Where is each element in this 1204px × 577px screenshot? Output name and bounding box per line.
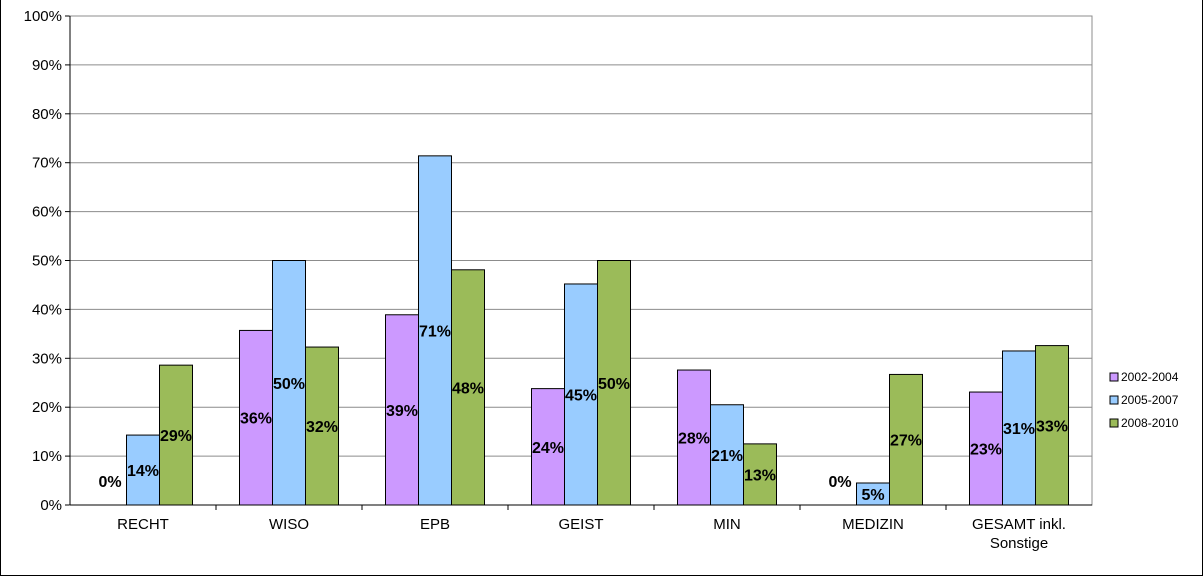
data-label: 28% xyxy=(678,431,710,448)
y-tick-label: 60% xyxy=(32,204,62,221)
bar xyxy=(305,346,339,506)
data-label: 48% xyxy=(452,380,484,397)
data-label: 0% xyxy=(98,474,121,491)
data-label: 21% xyxy=(711,448,743,465)
legend-label: 2008-2010 xyxy=(1121,416,1179,430)
data-label: 24% xyxy=(532,440,564,457)
bar xyxy=(743,443,777,506)
data-label: 33% xyxy=(1036,418,1068,435)
legend-label: 2002-2004 xyxy=(1121,370,1179,384)
category-label: RECHT xyxy=(117,516,169,533)
legend-swatch xyxy=(1109,395,1119,405)
bar xyxy=(564,283,598,506)
category-label: MEDIZIN xyxy=(842,516,904,533)
category-label: GEIST xyxy=(558,516,603,533)
y-tick-label: 30% xyxy=(32,350,62,367)
data-label: 50% xyxy=(273,376,305,393)
bar xyxy=(239,329,273,506)
bar xyxy=(531,388,565,506)
data-label: 13% xyxy=(744,467,776,484)
y-tick-label: 40% xyxy=(32,301,62,318)
y-tick-label: 80% xyxy=(32,106,62,123)
bar xyxy=(451,269,485,506)
data-label: 71% xyxy=(419,323,451,340)
y-tick-label: 50% xyxy=(32,253,62,270)
y-tick-label: 10% xyxy=(32,448,62,465)
category-label: EPB xyxy=(420,516,450,533)
category-label: GESAMT inkl. xyxy=(972,516,1066,533)
bar xyxy=(597,260,631,506)
bar xyxy=(385,314,419,506)
bar xyxy=(1002,350,1036,506)
bar xyxy=(272,260,306,506)
data-label: 31% xyxy=(1003,421,1035,438)
data-label: 32% xyxy=(306,419,338,436)
bar xyxy=(418,155,452,506)
legend-swatch xyxy=(1109,418,1119,428)
category-label: Sonstige xyxy=(990,535,1048,552)
y-tick-label: 90% xyxy=(32,57,62,74)
legend-label: 2005-2007 xyxy=(1121,393,1179,407)
data-label: 23% xyxy=(970,442,1002,459)
bar xyxy=(889,373,923,506)
bar xyxy=(159,364,193,506)
data-label: 50% xyxy=(598,376,630,393)
y-tick-label: 20% xyxy=(32,399,62,416)
bar xyxy=(710,404,744,506)
data-label: 29% xyxy=(160,428,192,445)
data-label: 5% xyxy=(861,487,884,504)
data-label: 27% xyxy=(890,433,922,450)
y-tick-label: 0% xyxy=(40,497,62,514)
data-label: 36% xyxy=(240,411,272,428)
y-tick-label: 70% xyxy=(32,155,62,172)
bar xyxy=(677,369,711,506)
category-label: WISO xyxy=(269,516,309,533)
legend-swatch xyxy=(1109,372,1119,382)
bar xyxy=(1035,345,1069,506)
y-tick-label: 100% xyxy=(24,8,62,25)
data-label: 0% xyxy=(828,474,851,491)
category-label: MIN xyxy=(713,516,741,533)
data-label: 45% xyxy=(565,387,597,404)
data-label: 39% xyxy=(386,403,418,420)
data-label: 14% xyxy=(127,463,159,480)
